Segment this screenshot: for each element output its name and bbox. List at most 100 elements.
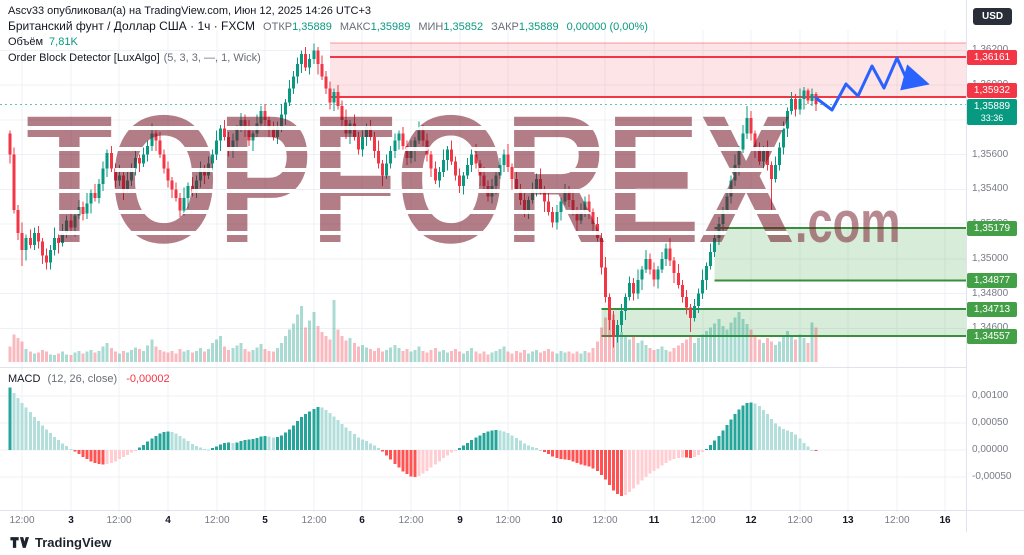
candle-body	[620, 311, 623, 325]
volume-bar	[616, 325, 619, 362]
candle-body	[466, 165, 470, 176]
volume-bar	[575, 351, 579, 362]
candle-body	[571, 199, 575, 211]
candle-body	[611, 319, 615, 338]
published-line: Ascv33 опубликовал(а) на TradingView.com…	[8, 5, 372, 17]
volume-bar	[85, 351, 89, 362]
volume-bar	[360, 344, 364, 362]
volume-bar	[109, 348, 113, 362]
volume-bar	[243, 349, 247, 362]
candle-body	[498, 165, 502, 176]
candle-body	[364, 126, 368, 138]
macd-histogram-bar	[433, 449, 437, 465]
candle-body	[737, 149, 741, 165]
macd-histogram-bar	[170, 432, 174, 450]
candle-body	[211, 154, 214, 164]
candle-body	[65, 220, 69, 233]
candle-body	[656, 269, 660, 280]
candle-body	[616, 325, 619, 338]
time-axis[interactable]: 12:00 3 12:00 4 12:00 5 12:00 6 12:00 9 12:00 10 12:…	[0, 512, 966, 532]
volume-bar	[202, 351, 206, 362]
macd-title: MACD	[8, 373, 41, 385]
candle-body	[32, 232, 36, 245]
volume-bar	[668, 351, 672, 362]
volume-bar	[368, 349, 372, 362]
volume-bar	[40, 350, 44, 362]
candle-body	[664, 248, 668, 259]
time-tick-label: 10	[551, 515, 563, 526]
macd-histogram-bar	[753, 403, 757, 450]
candle-body	[24, 238, 28, 251]
volume-bar	[672, 348, 676, 362]
candle-body	[227, 137, 231, 152]
macd-tick-label: 0,00000	[972, 444, 1009, 455]
candle-body	[150, 133, 154, 146]
volume-bar	[125, 352, 129, 362]
price-axis[interactable]: USD 1,362001,360001,358001,356001,354001…	[966, 0, 1024, 534]
candle-body	[287, 88, 291, 103]
volume-bar	[680, 343, 684, 362]
macd-histogram-bar	[405, 449, 409, 475]
volume-bar	[462, 353, 466, 362]
candle-body	[717, 224, 721, 238]
candle-body	[190, 185, 194, 193]
volume-bar	[377, 348, 381, 362]
candle-body	[429, 154, 433, 169]
candle-body	[231, 140, 235, 152]
volume-bar	[190, 352, 194, 362]
time-tick-label: 12:00	[690, 515, 716, 526]
macd-histogram-bar	[782, 428, 785, 450]
candle-body	[547, 201, 551, 212]
volume-bar	[267, 350, 271, 362]
candle-body	[705, 265, 709, 280]
volume-bar	[417, 346, 421, 362]
volume-bar	[433, 348, 437, 362]
volume-bar	[429, 350, 433, 362]
macd-histogram-bar	[680, 449, 684, 458]
candle-body	[243, 119, 247, 131]
candle-body	[733, 165, 737, 181]
volume-bar	[437, 351, 441, 362]
macd-histogram-bar	[429, 449, 433, 468]
macd-histogram-bar	[85, 449, 89, 460]
macd-histogram-bar	[656, 449, 660, 469]
macd-histogram-bar	[794, 434, 798, 450]
candle-body	[385, 163, 389, 176]
candle-body	[61, 232, 65, 244]
macd-histogram-bar	[599, 449, 603, 475]
candle-body	[348, 123, 352, 134]
macd-legend: MACD (12, 26, close) -0,00002	[8, 373, 170, 385]
time-tick-label: 12:00	[884, 515, 910, 526]
candle-body	[89, 192, 93, 204]
macd-histogram-bar	[737, 409, 741, 450]
macd-histogram-bar	[389, 449, 393, 460]
macd-histogram-bar	[535, 448, 538, 450]
volume-bar	[150, 339, 154, 362]
macd-histogram-bar	[733, 414, 737, 450]
candle-body	[235, 128, 239, 141]
macd-histogram-bar	[239, 441, 243, 450]
macd-histogram-bar	[778, 426, 781, 450]
macd-histogram-bar	[709, 445, 713, 450]
volume-bar	[470, 348, 474, 362]
macd-histogram-bar	[628, 449, 632, 493]
candle-body	[57, 238, 61, 244]
footer-brand[interactable]: TradingView	[10, 535, 111, 550]
candle-body	[247, 130, 251, 141]
macd-histogram-bar	[223, 442, 227, 450]
volume-bar	[421, 350, 425, 362]
volume-bar	[636, 343, 640, 362]
macd-histogram-bar	[478, 435, 482, 450]
currency-toggle[interactable]: USD	[973, 8, 1013, 25]
candle-body	[81, 206, 85, 214]
volume-bar	[65, 354, 69, 362]
macd-histogram-bar	[125, 449, 129, 455]
time-tick-label: 5	[262, 515, 268, 526]
volume-bar	[231, 348, 235, 362]
ohlc-low-value: 1,35852	[443, 21, 484, 33]
candle-body	[316, 50, 320, 65]
macd-histogram-bar	[32, 416, 36, 450]
candle-body	[648, 258, 652, 270]
candle-body	[624, 297, 628, 312]
